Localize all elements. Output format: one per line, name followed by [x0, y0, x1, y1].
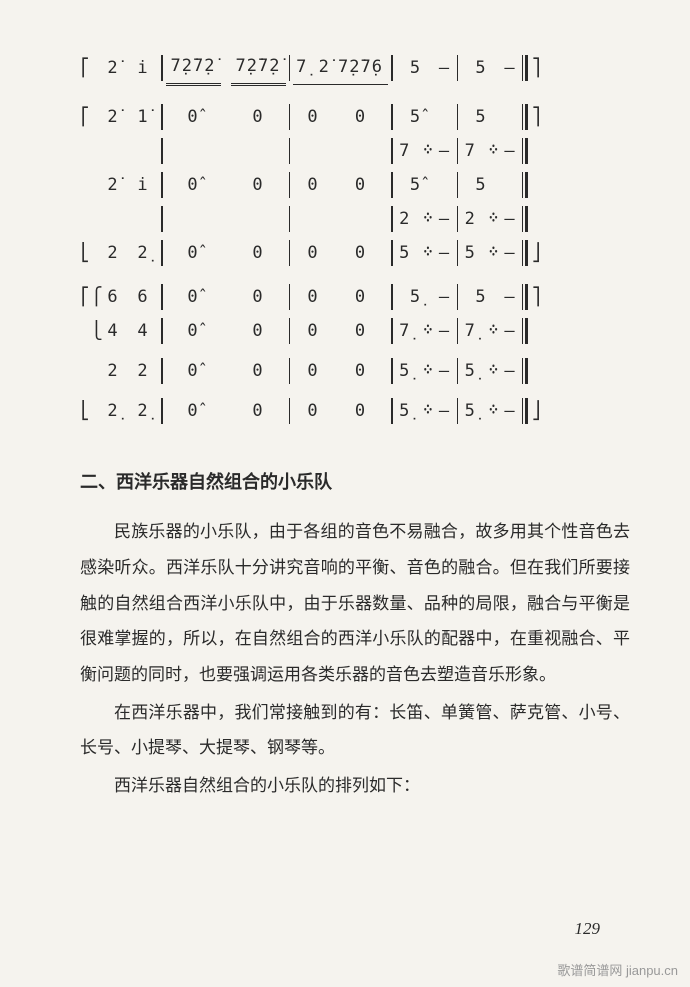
score-row: ⎡ 2̇i7̣2̇7̣2̇7̣2̇7̣2̇7̣ 2̇7̣2̇7̣65–5–⎤ — [80, 50, 630, 86]
score-row: 220̂0005̣ ᠅–5̣ ᠅– — [80, 354, 630, 388]
score-row: 2̇i0̂0005̂5 — [80, 168, 630, 202]
score-row — [80, 270, 630, 280]
score-row: ⎣ 22̣0̂0005 ᠅–5 ᠅–⎦ — [80, 236, 630, 270]
score-row: ⎡ 2̇1̇0̂0005̂5⎤ — [80, 100, 630, 134]
score-row: 7 ᠅–7 ᠅– — [80, 134, 630, 168]
score-row: 2 ᠅–2 ᠅– — [80, 202, 630, 236]
score-row — [80, 86, 630, 100]
section-heading: 二、西洋乐器自然组合的小乐队 — [80, 468, 630, 494]
body-text: 民族乐器的小乐队，由于各组的音色不易融合，故多用其个性音色去感染听众。西洋乐队十… — [80, 514, 630, 804]
paragraph-2: 在西洋乐器中，我们常接触到的有：长笛、单簧管、萨克管、小号、长号、小提琴、大提琴… — [80, 695, 630, 766]
musical-score: ⎡ 2̇i7̣2̇7̣2̇7̣2̇7̣2̇7̣ 2̇7̣2̇7̣65–5–⎤ ⎡ … — [80, 50, 630, 428]
watermark: 歌谱简谱网 jianpu.cn — [557, 960, 678, 979]
paragraph-1: 民族乐器的小乐队，由于各组的音色不易融合，故多用其个性音色去感染听众。西洋乐队十… — [80, 514, 630, 692]
page-number: 129 — [575, 919, 601, 939]
paragraph-3: 西洋乐器自然组合的小乐队的排列如下： — [80, 768, 630, 804]
score-row: ⎣ 2̣2̣0̂0005̣ ᠅–5̣ ᠅–⎦ — [80, 394, 630, 428]
score-row: ⎡⎧660̂0005̣–5–⎤ — [80, 280, 630, 314]
score-row: ⎩440̂0007̣ ᠅–7̣ ᠅– — [80, 314, 630, 348]
